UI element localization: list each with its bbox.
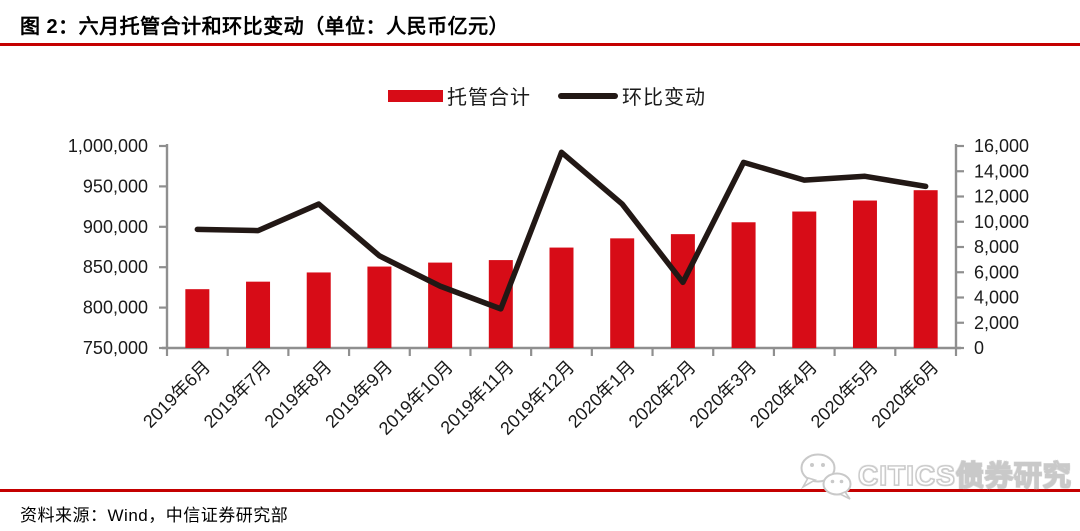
- watermark-text: CITICS债券研究: [857, 459, 1072, 491]
- y-left-tick-label: 900,000: [83, 217, 148, 237]
- y-right-tick-label: 16,000: [974, 136, 1029, 156]
- y-right-tick-label: 12,000: [974, 187, 1029, 207]
- bar-2019年7月: [246, 281, 271, 348]
- bar-2020年2月: [670, 234, 695, 348]
- wechat-icon: [800, 453, 852, 500]
- y-right-tick-label: 4,000: [974, 288, 1019, 308]
- y-right-tick-label: 10,000: [974, 212, 1029, 232]
- legend-label-line: 环比变动: [622, 87, 706, 109]
- legend: 托管合计 环比变动: [388, 81, 706, 110]
- bar-2019年6月: [185, 289, 210, 348]
- y-left-tick-label: 800,000: [83, 298, 148, 318]
- bar-2019年12月: [549, 247, 574, 348]
- y-right-tick-label: 6,000: [974, 262, 1019, 282]
- legend-item-line: 环比变动: [558, 81, 706, 110]
- page-title: 图 2：六月托管合计和环比变动（单位：人民币亿元）: [20, 16, 510, 38]
- y-left-tick-label: 850,000: [83, 257, 148, 277]
- legend-item-bar: 托管合计: [388, 81, 531, 110]
- bar-2019年9月: [367, 266, 392, 348]
- source-note: 资料来源：Wind，中信证券研究部: [20, 506, 289, 525]
- bottom-rule: [0, 489, 1080, 492]
- bar-2020年3月: [731, 222, 756, 348]
- line-swatch: [558, 92, 618, 99]
- y-left-tick-label: 950,000: [83, 176, 148, 196]
- y-left-tick-label: 750,000: [83, 338, 148, 358]
- y-right-tick-label: 2,000: [974, 313, 1019, 333]
- watermark: CITICS债券研究: [796, 452, 1072, 500]
- y-right-tick-label: 0: [974, 338, 984, 358]
- bar-2019年8月: [306, 272, 331, 348]
- bar-2020年5月: [852, 200, 877, 348]
- bar-2020年6月: [913, 190, 938, 348]
- bar-swatch: [388, 89, 443, 102]
- y-right-tick-label: 8,000: [974, 237, 1019, 257]
- y-left-tick-label: 1,000,000: [68, 136, 148, 156]
- mom-change-line: [194, 149, 929, 312]
- bar-2019年10月: [428, 262, 453, 348]
- legend-label-bar: 托管合计: [447, 87, 531, 109]
- bar-2020年1月: [610, 238, 635, 348]
- bar-2020年4月: [792, 211, 817, 348]
- y-right-tick-label: 14,000: [974, 161, 1029, 181]
- title-rule: [0, 43, 1080, 46]
